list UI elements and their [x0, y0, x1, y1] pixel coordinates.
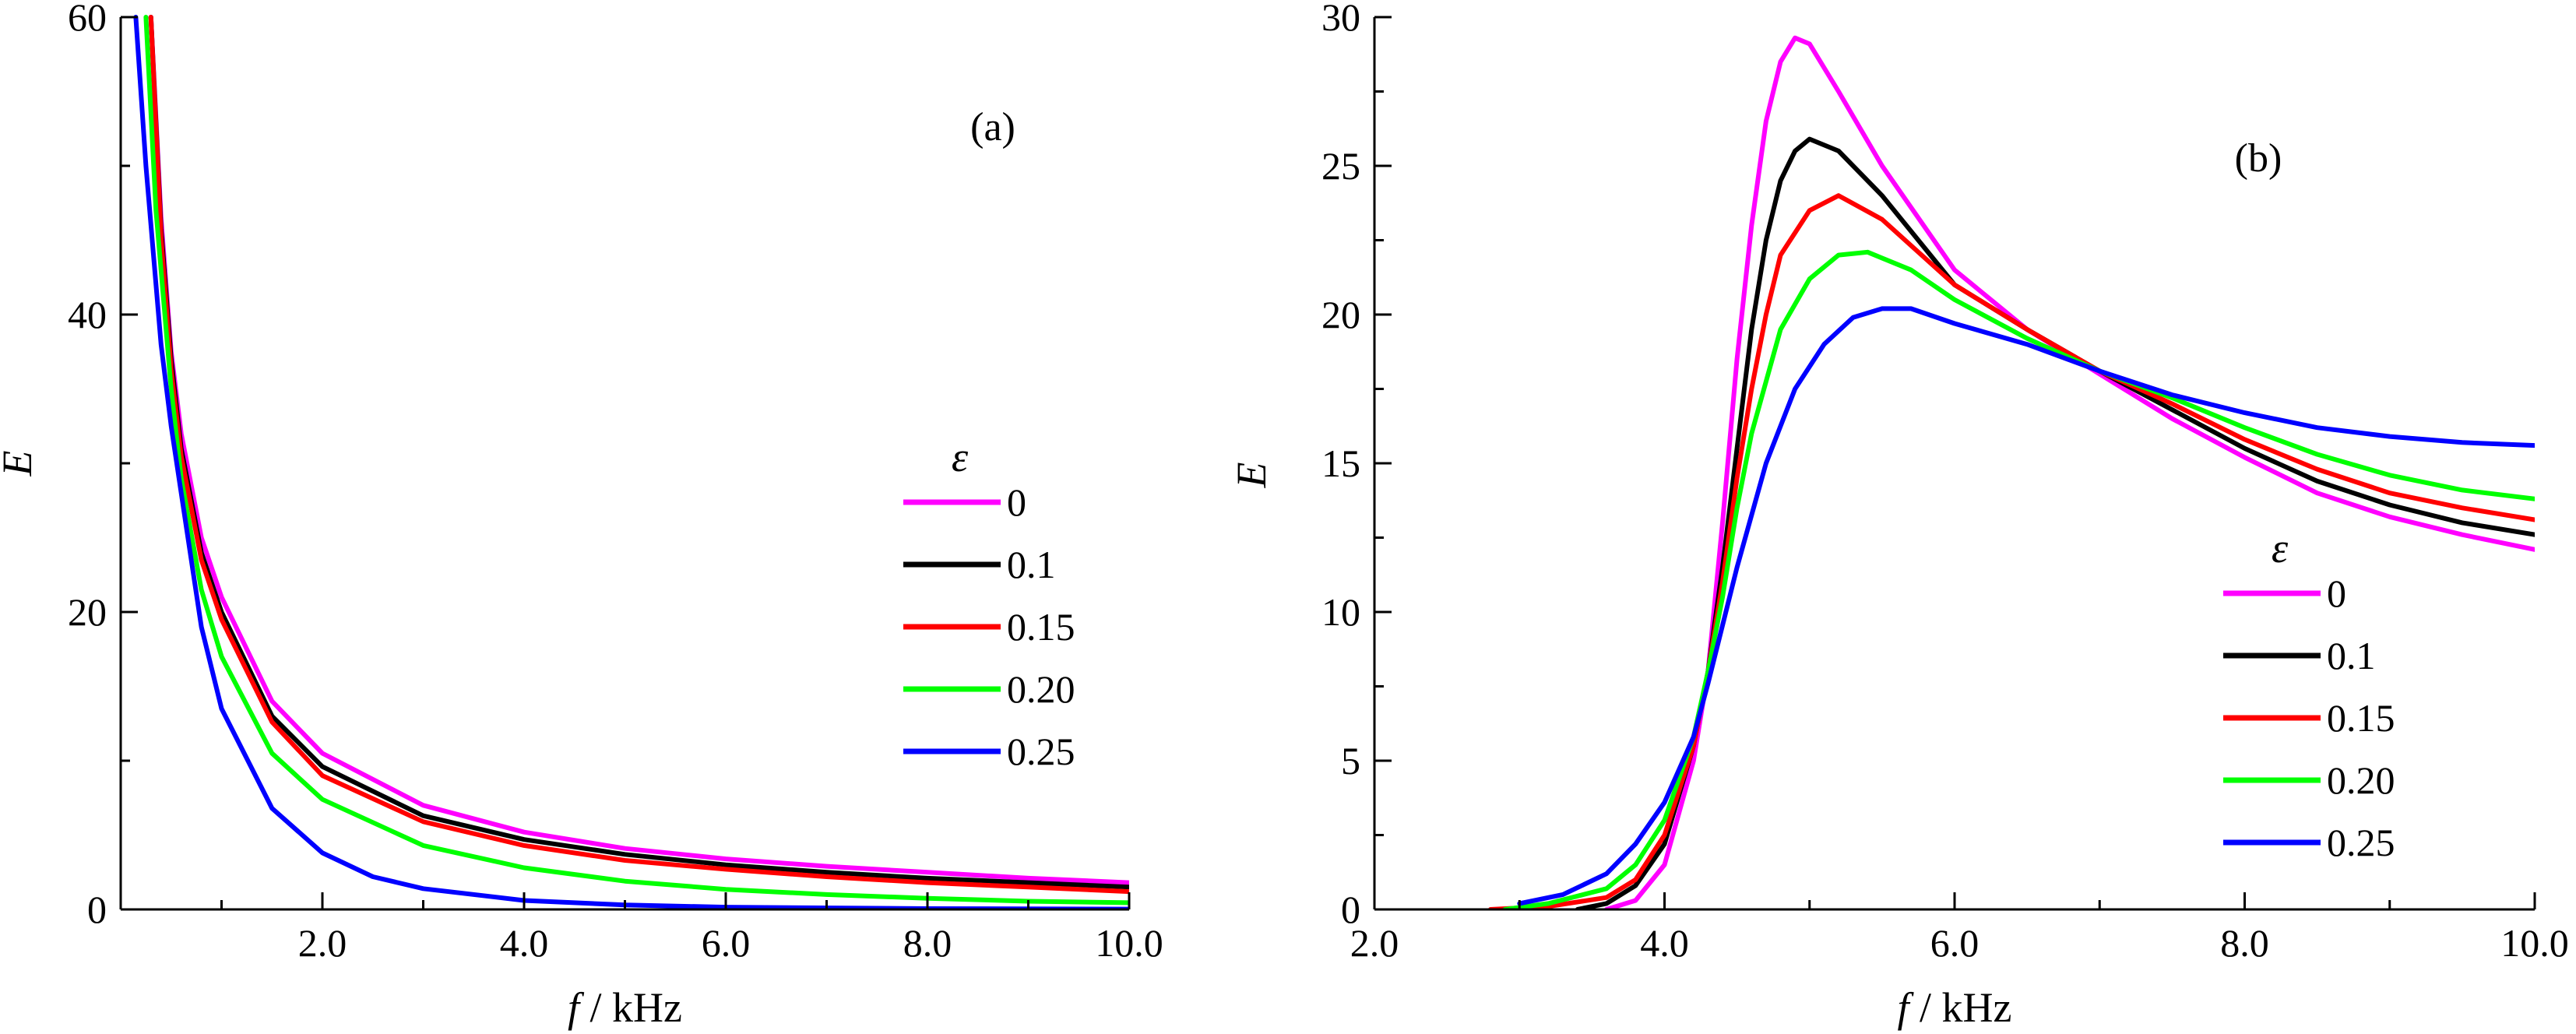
legend-label-1: 0.1	[2327, 634, 2376, 677]
panel-label: (a)	[970, 105, 1015, 149]
y-tick-label-3: 60	[68, 0, 107, 39]
series-line-3	[143, 15, 1129, 906]
y-tick-label-1: 20	[68, 590, 107, 634]
legend-label-1: 0.1	[1007, 543, 1056, 586]
legend-label-4: 0.25	[1007, 730, 1075, 773]
x-tick-label-2: 6.0	[702, 921, 751, 965]
series-group	[1488, 35, 2535, 909]
legend-label-3: 0.20	[1007, 667, 1075, 711]
y-tick-label-1: 5	[1341, 739, 1360, 783]
x-axis-label-unit: / kHz	[1909, 984, 2012, 1031]
y-tick-label-4: 20	[1321, 293, 1360, 336]
legend-title: ε	[952, 434, 969, 480]
y-tick-label-3: 15	[1321, 441, 1360, 485]
y-tick-label-2: 10	[1321, 590, 1360, 634]
x-tick-label-3: 8.0	[903, 921, 952, 965]
x-axis-label: f / kHz	[1898, 984, 2012, 1031]
legend-label-0: 0	[2327, 572, 2346, 615]
x-tick-label-2: 6.0	[1930, 921, 1980, 965]
x-tick-label-4: 10.0	[1095, 921, 1163, 965]
x-tick-label-1: 4.0	[1640, 921, 1689, 965]
series-line-2	[1488, 193, 2535, 909]
legend: ε0 0.1 0.15 0.20 0.25	[903, 434, 1075, 773]
legend-label-2: 0.15	[1007, 605, 1075, 649]
x-axis-label-unit: / kHz	[579, 984, 682, 1031]
y-tick-label-5: 25	[1321, 144, 1360, 188]
legend-label-2: 0.15	[2327, 696, 2395, 740]
legend-label-0: 0	[1007, 480, 1026, 524]
x-tick-label-4: 10.0	[2500, 921, 2569, 965]
panel-label: (b)	[2235, 136, 2282, 181]
legend-title: ε	[2272, 525, 2289, 572]
x-axis-label: f / kHz	[568, 984, 682, 1031]
x-tick-label-1: 4.0	[500, 921, 549, 965]
series-line-4	[133, 15, 1129, 909]
y-tick-label-0: 0	[87, 888, 107, 931]
y-tick-label-6: 30	[1321, 0, 1360, 39]
series-line-3	[1502, 249, 2535, 909]
x-tick-label-0: 2.0	[298, 921, 347, 965]
panel-b: 2.0 4.0 6.0 8.0 10.0 0 5 10 15 20 25 30 f / kHz E (b) ε…	[1228, 0, 2569, 1031]
series-group	[133, 15, 1129, 909]
legend: ε0 0.1 0.15 0.20 0.25	[2223, 525, 2395, 864]
legend-label-3: 0.20	[2327, 758, 2395, 802]
x-tick-label-3: 8.0	[2220, 921, 2269, 965]
legend-label-4: 0.25	[2327, 821, 2395, 864]
y-axis-label: E	[0, 451, 40, 477]
y-axis-label: E	[1228, 462, 1275, 489]
y-tick-label-0: 0	[1341, 888, 1360, 931]
series-line-4	[1517, 306, 2535, 906]
x-tick-label-0: 2.0	[1350, 921, 1399, 965]
y-tick-label-2: 40	[68, 293, 107, 336]
